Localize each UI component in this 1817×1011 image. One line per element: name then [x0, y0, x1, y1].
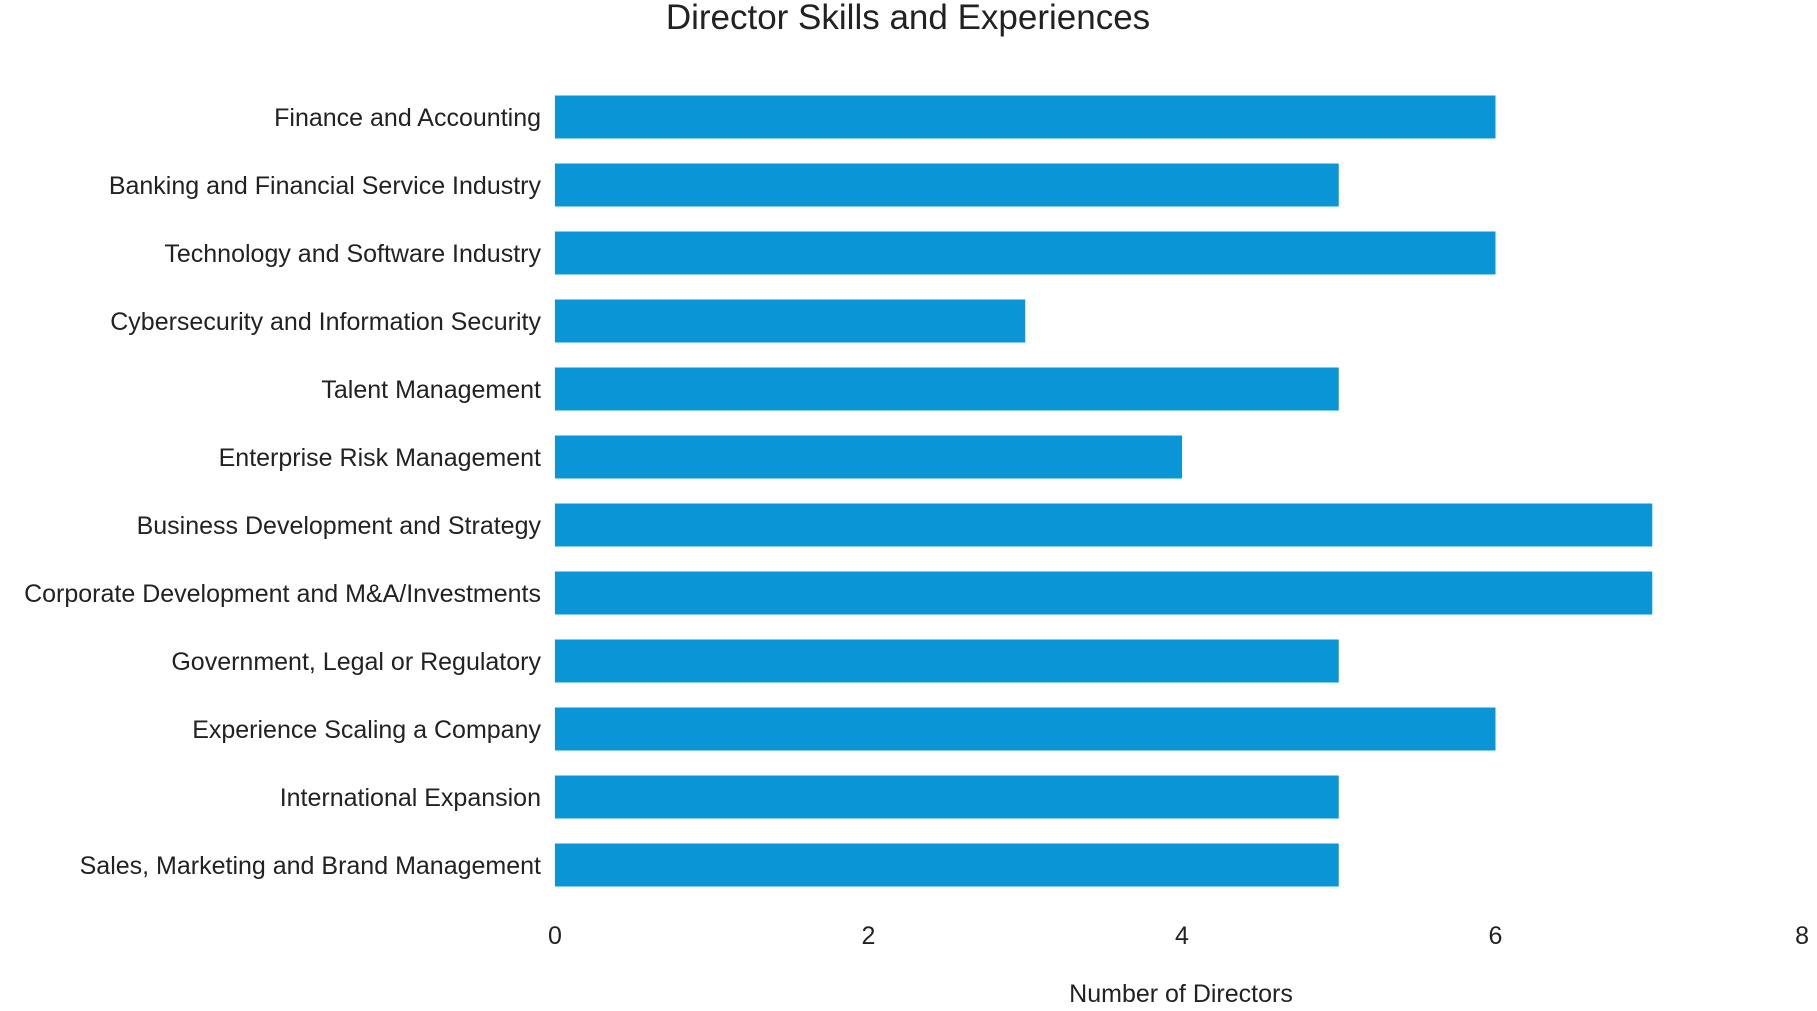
category-label-3: Technology and Software Industry — [164, 240, 541, 268]
bar-6 — [555, 435, 1182, 479]
category-label-4: Cybersecurity and Information Security — [110, 308, 541, 336]
bar-9 — [555, 639, 1339, 683]
bar-11 — [555, 775, 1339, 819]
bar-3 — [555, 231, 1496, 275]
chart-title: Director Skills and Experiences — [666, 0, 1150, 37]
x-axis-title: Number of Directors — [1069, 980, 1293, 1008]
category-label-8: Corporate Development and M&A/Investment… — [24, 580, 541, 608]
x-tick-label-8: 8 — [1795, 922, 1809, 950]
bar-4 — [555, 299, 1026, 343]
category-label-2: Banking and Financial Service Industry — [109, 172, 542, 200]
bars-group — [555, 95, 1653, 887]
bar-10 — [555, 707, 1496, 751]
x-tick-label-6: 6 — [1489, 922, 1503, 950]
category-label-11: International Expansion — [280, 784, 541, 812]
category-label-1: Finance and Accounting — [274, 104, 541, 132]
bar-8 — [555, 571, 1653, 615]
category-label-10: Experience Scaling a Company — [192, 716, 541, 744]
bar-5 — [555, 367, 1339, 411]
category-label-5: Talent Management — [321, 376, 541, 404]
x-tick-label-2: 2 — [862, 922, 876, 950]
category-label-9: Government, Legal or Regulatory — [171, 648, 541, 676]
x-axis-ticks: 0 2 4 6 8 — [548, 922, 1809, 950]
bar-7 — [555, 503, 1653, 547]
category-label-7: Business Development and Strategy — [137, 512, 542, 540]
category-label-12: Sales, Marketing and Brand Management — [80, 852, 541, 880]
bar-2 — [555, 163, 1339, 207]
x-tick-label-4: 4 — [1175, 922, 1189, 950]
bar-12 — [555, 843, 1339, 887]
x-tick-label-0: 0 — [548, 922, 562, 950]
bar-1 — [555, 95, 1496, 139]
category-label-6: Enterprise Risk Management — [219, 444, 541, 472]
category-labels: Finance and Accounting Banking and Financ… — [24, 104, 541, 880]
